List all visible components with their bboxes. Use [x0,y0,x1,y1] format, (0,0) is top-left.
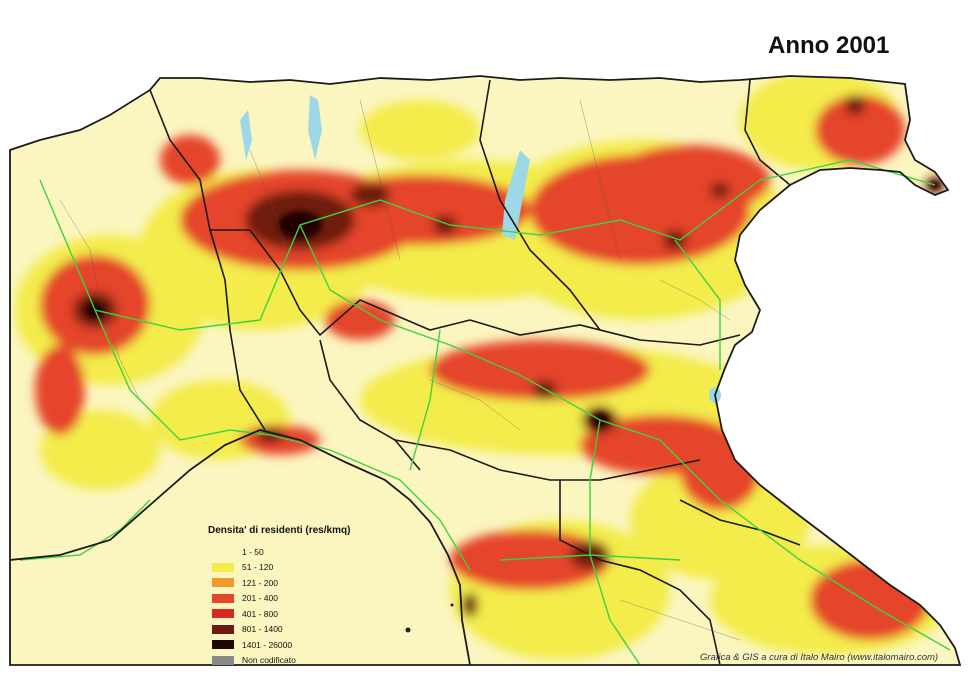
legend-swatch [212,593,234,603]
legend-item: 51 - 120 [208,560,378,576]
legend-label: 1401 - 26000 [242,639,293,650]
legend-label: 51 - 120 [242,562,274,573]
legend-item: Non codificato [208,653,378,669]
legend-title: Densita' di residenti (res/kmq) [208,525,351,536]
legend-item: 1 - 50 [208,544,378,560]
legend-item: 801 - 1400 [208,622,378,638]
road-network [19,159,951,666]
legend-label: 401 - 800 [242,608,278,619]
legend-item: 1401 - 26000 [208,637,378,653]
legend-item: 201 - 400 [208,591,378,607]
province-borders [59,99,741,641]
lakes [240,95,721,403]
legend-label: 121 - 200 [242,577,278,588]
region-borders [149,79,801,666]
island [405,627,411,633]
legend-item: 401 - 800 [208,606,378,622]
legend-swatch [212,562,234,572]
legend-label: 1 - 50 [242,546,264,557]
legend-swatch [212,547,234,557]
legend-label: Non codificato [242,655,296,666]
island [450,603,454,607]
legend-swatch [212,609,234,619]
legend-swatch [212,655,234,665]
legend-swatch [212,578,234,588]
density-red [35,95,930,640]
legend-item: 121 - 200 [208,575,378,591]
legend: Densita' di residenti (res/kmq) 1 - 50 5… [208,525,378,668]
legend-label: 201 - 400 [242,593,278,604]
legend-swatch [212,624,234,634]
credit-text: Grafica & GIS a cura di Italo Mairo (www… [700,652,939,663]
legend-swatch [212,640,234,650]
legend-label: 801 - 1400 [242,624,283,635]
map-title: Anno 2001 [768,32,890,59]
